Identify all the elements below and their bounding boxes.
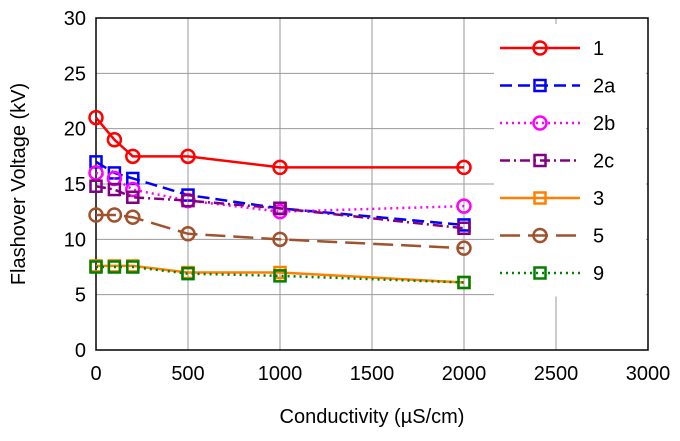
y-tick-label: 25: [64, 63, 86, 85]
y-tick-label: 30: [64, 8, 86, 30]
series-line: [95, 160, 465, 227]
data-point: [533, 78, 547, 93]
series-line: [95, 184, 465, 230]
series-line: [95, 116, 464, 169]
x-tick-label: 1000: [258, 363, 303, 385]
data-point: [106, 207, 123, 223]
series-5: [88, 207, 472, 256]
legend-label: 1: [593, 38, 604, 60]
plot-frame: [95, 17, 649, 351]
data-point: [272, 231, 288, 248]
data-point: [532, 227, 548, 244]
data-point: [181, 266, 195, 281]
legend-label: 9: [593, 263, 604, 285]
data-point: [456, 198, 472, 214]
series-9: [89, 260, 471, 290]
x-axis-title: Conductivity (µS/cm): [280, 406, 465, 428]
series-line: [96, 264, 465, 284]
y-axis-title: Flashover Voltage (kV): [8, 83, 30, 285]
x-tick-label: 3000: [626, 363, 671, 385]
legend-item: 5: [500, 226, 604, 248]
data-point: [125, 181, 141, 198]
x-tick-label: 500: [171, 363, 204, 385]
data-point: [272, 159, 288, 176]
data-point: [106, 131, 123, 148]
y-tick-label: 20: [64, 119, 86, 141]
data-point: [456, 240, 472, 256]
series-layer: [88, 109, 472, 290]
data-point: [457, 275, 471, 290]
x-tick-label: 1500: [350, 363, 395, 385]
data-point: [125, 148, 141, 165]
legend-label: 2b: [593, 113, 615, 135]
x-tick-label: 2000: [442, 363, 487, 385]
data-point: [180, 226, 196, 242]
y-tick-label: 15: [64, 174, 86, 196]
x-axis-ticks: 0 500 1000 1500 2000 2500 3000: [90, 363, 670, 385]
x-tick-label: 0: [90, 363, 101, 385]
data-point: [88, 207, 104, 223]
data-point: [532, 115, 548, 131]
legend: 1 2a 2b 2c 3 5 9: [494, 24, 646, 297]
series-line: [96, 213, 465, 250]
data-point: [273, 269, 287, 283]
legend-label: 3: [593, 188, 604, 210]
x-tick-label: 2500: [534, 363, 579, 385]
series-2c: [89, 179, 471, 236]
data-point: [88, 109, 104, 126]
data-point: [181, 193, 195, 208]
data-point: [126, 260, 140, 274]
data-point: [533, 266, 547, 280]
data-point: [456, 159, 472, 176]
y-tick-label: 5: [75, 285, 86, 307]
data-point: [532, 40, 548, 56]
legend-item: 9: [500, 263, 604, 285]
y-tick-label: 0: [75, 340, 86, 362]
legend-item: 2b: [500, 113, 615, 135]
legend-label: 5: [593, 226, 604, 248]
y-axis-ticks: 0 5 10 15 20 25 30: [64, 8, 86, 362]
data-point: [107, 260, 122, 274]
data-point: [107, 182, 122, 197]
legend-label: 2c: [593, 151, 614, 173]
data-point: [457, 221, 471, 236]
y-tick-label: 10: [64, 229, 86, 251]
data-point: [180, 148, 196, 165]
data-point: [89, 179, 103, 193]
data-point: [89, 260, 103, 274]
data-point: [125, 209, 141, 225]
data-point: [533, 153, 547, 168]
series-1: [88, 109, 472, 176]
legend-item: 1: [500, 38, 604, 60]
data-point: [88, 165, 104, 181]
legend-item: 2a: [500, 76, 616, 98]
legend-label: 2a: [593, 76, 616, 98]
data-point: [273, 201, 287, 216]
data-point: [533, 191, 547, 205]
legend-item: 2c: [500, 151, 614, 173]
legend-item: 3: [500, 188, 604, 210]
data-point: [126, 190, 140, 205]
